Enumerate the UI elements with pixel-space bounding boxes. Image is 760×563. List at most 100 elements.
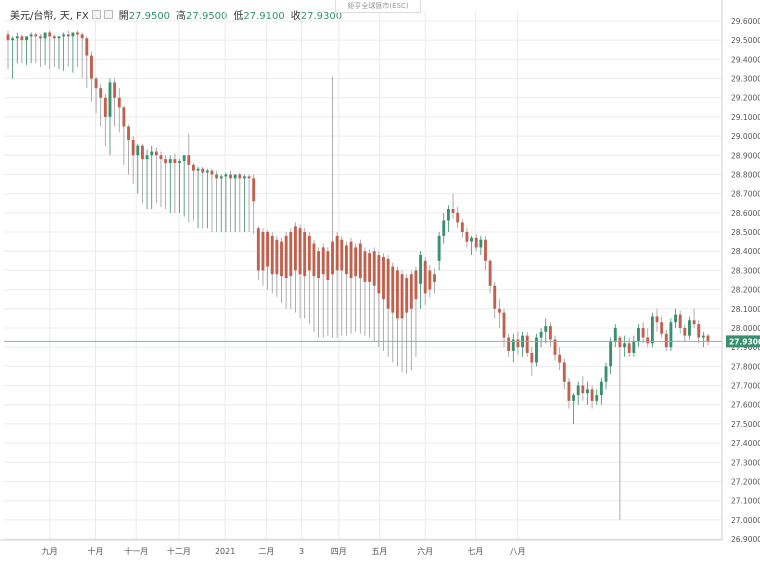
y-tick-label: 29.5000 [731,36,760,45]
candle-body [168,159,172,163]
candle-body [544,326,548,332]
candle-body [618,337,622,348]
x-tick-label: 2021 [215,547,235,556]
candle-body [706,335,710,342]
source-watermark: 鉅亨全球匯市(ESC) [335,0,421,13]
y-tick-label: 28.0000 [731,324,760,333]
candle-body [433,274,436,282]
candle-body [627,343,631,353]
candle-body [25,36,28,41]
x-tick-label: 四月 [331,547,347,556]
y-tick-label: 27.0000 [731,516,760,525]
low-readout: 低27.9100 [233,10,285,22]
candle-body [395,270,399,319]
candle-body [460,222,464,233]
candle-body [516,339,520,348]
y-tick-label: 29.6000 [731,17,760,26]
candle-body [99,88,103,98]
candle-body [39,36,42,39]
candle-body [280,241,283,277]
candle-body [382,256,385,300]
candle-body [674,314,677,323]
candle-body [567,381,571,401]
candle-body [303,232,307,277]
candle-body [284,235,288,279]
x-tick-label: 九月 [42,547,58,556]
x-tick-label: 八月 [510,547,526,556]
y-tick-label: 28.1000 [731,305,760,314]
candle-body [103,97,107,117]
x-tick-label: 五月 [371,547,387,556]
candle-body [210,170,214,175]
y-tick-label: 27.7000 [731,382,760,391]
candle-body [419,255,423,284]
candle-body [632,341,636,353]
candle-body [586,389,589,394]
candle-body [344,245,348,275]
candle-body [219,176,223,179]
y-tick-label: 27.9000 [731,343,760,352]
candle-body [368,253,372,282]
candle-body [511,339,515,351]
candle-body [321,247,325,275]
candle-body [108,82,112,117]
candle-body [131,139,135,156]
candle-body [488,260,492,286]
candle-body [660,322,664,334]
candle-body [697,324,701,338]
candle-body [372,251,376,286]
y-tick-label: 26.9000 [731,535,760,544]
candle-body [688,320,691,336]
candle-body [173,159,177,163]
toggle-box-icon[interactable] [91,9,101,19]
candle-body [391,266,395,313]
candle-body [474,237,478,248]
candle-body [233,174,237,179]
y-tick-label: 29.3000 [731,75,760,84]
candle-body [256,228,260,271]
y-tick-label: 27.2000 [731,477,760,486]
candle-body [326,251,330,280]
candle-body [154,151,158,156]
candle-body [678,314,682,328]
candle-body [127,126,130,140]
candle-body [414,270,418,300]
candle-body [43,32,47,39]
x-tick-label: 七月 [467,547,483,556]
y-tick-label: 28.2000 [731,286,760,295]
candle-body [247,176,251,179]
candle-body [312,243,316,277]
candle-body [613,327,617,342]
candle-body [29,34,33,37]
close-value: 27.9300 [300,10,343,22]
candle-body [205,170,209,173]
candle-body [117,97,121,108]
candle-body [692,320,696,325]
candle-body [484,239,487,261]
y-tick-label: 29.1000 [731,113,760,122]
candle-body [539,331,543,338]
candle-body [409,274,413,309]
candle-body [15,36,19,39]
low-value: 27.9100 [243,10,285,22]
y-tick-label: 28.6000 [731,209,760,218]
candle-body [548,326,552,340]
candle-body [683,327,687,336]
candle-body [664,333,668,348]
candle-body [335,235,339,271]
candle-body [465,232,469,242]
candle-body [90,55,93,79]
candle-body [535,337,538,363]
last-price-tag [726,335,760,348]
candle-body [150,151,154,156]
candle-body [178,161,181,163]
toggle-box-icon[interactable] [103,9,113,19]
candle-body [242,176,246,179]
candle-body [289,232,293,277]
candle-body [145,155,149,160]
candle-body [229,174,232,179]
y-tick-label: 28.8000 [731,170,760,179]
candle-body [20,36,24,41]
candle-body [442,220,446,236]
